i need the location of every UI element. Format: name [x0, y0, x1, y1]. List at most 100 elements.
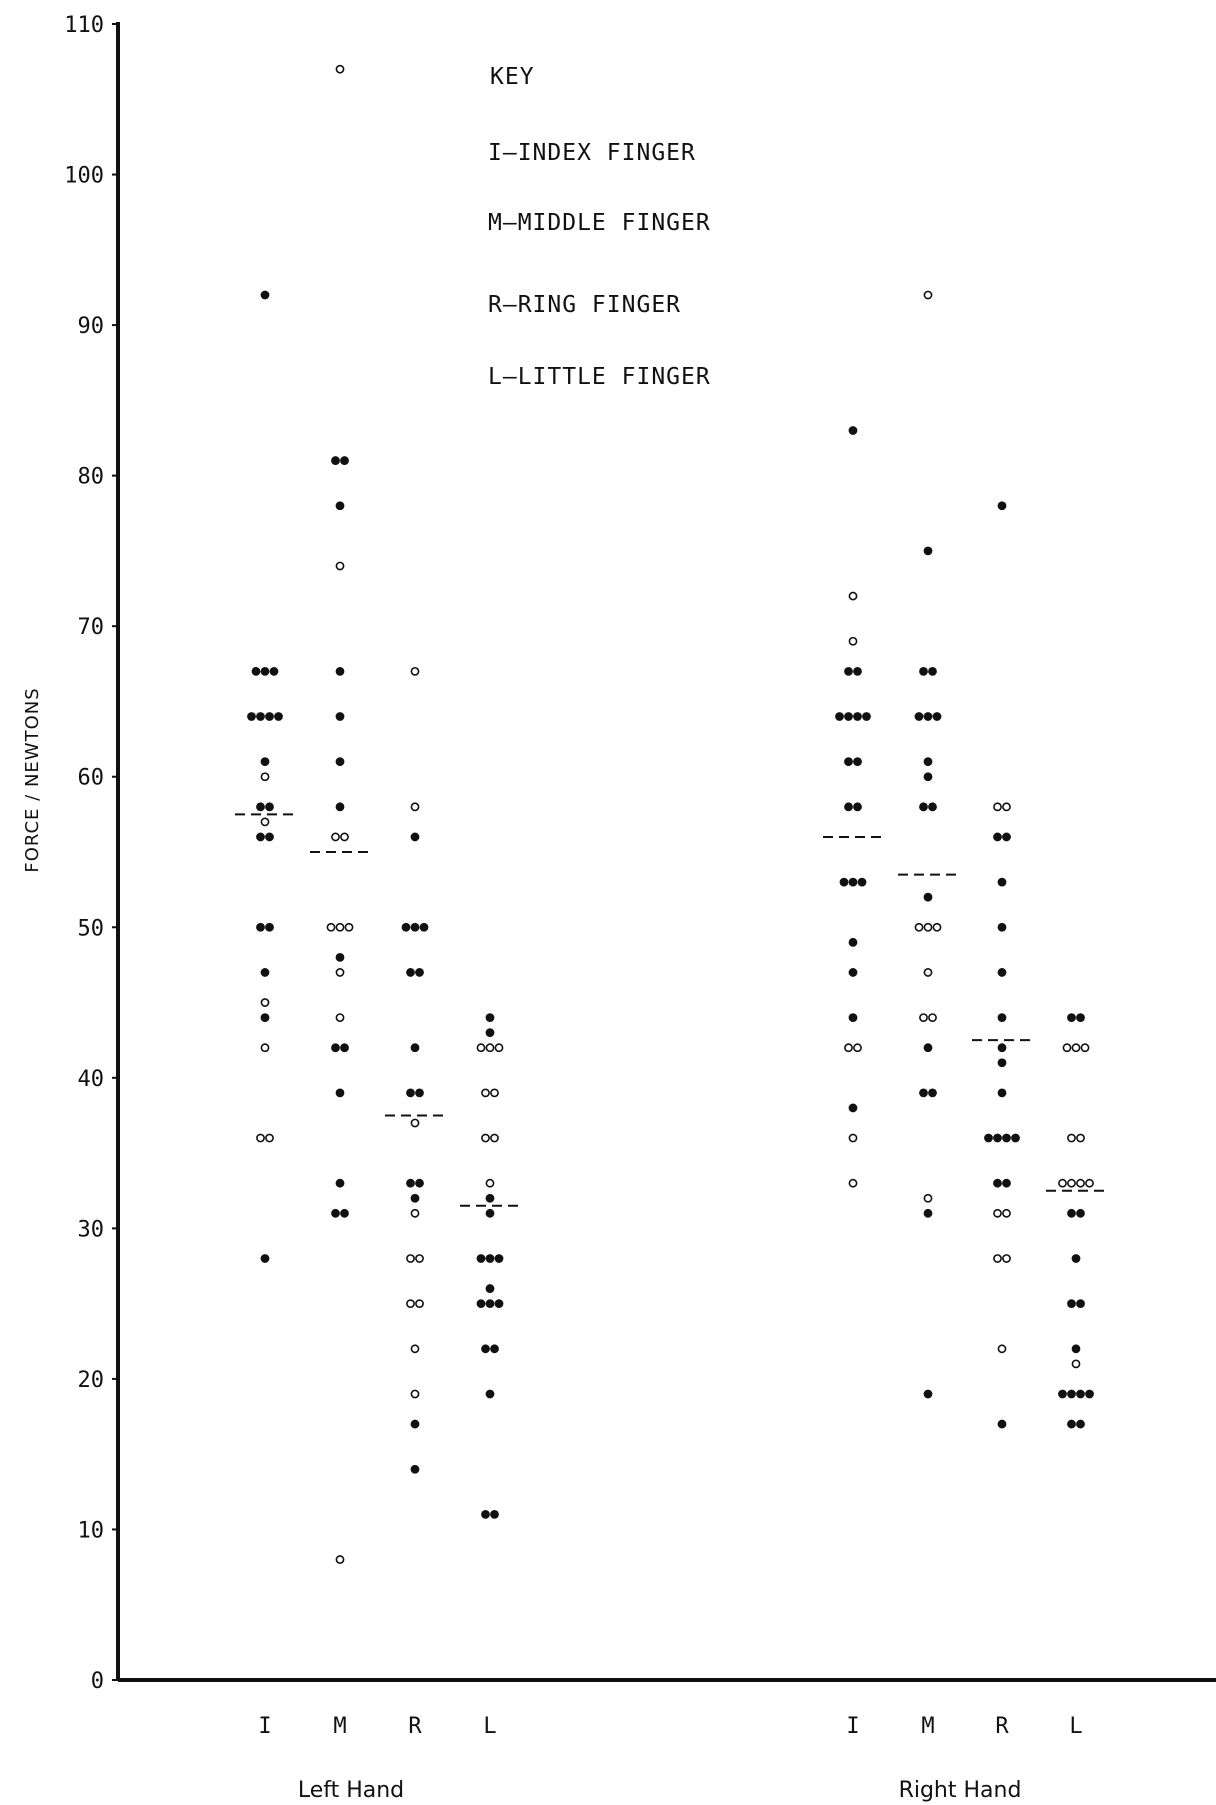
data-point [335, 968, 345, 977]
data-point [481, 1133, 490, 1143]
data-point [1067, 1419, 1076, 1429]
legend-entry-little: L–LITTLE FINGER [488, 364, 711, 390]
data-point [848, 591, 858, 601]
data-point [265, 712, 274, 721]
data-point [256, 712, 265, 721]
data-point [914, 712, 924, 721]
category-label: M [921, 1714, 934, 1739]
data-point [410, 1389, 420, 1399]
data-point [1076, 1208, 1085, 1218]
data-point [490, 1344, 499, 1354]
data-point [848, 1178, 858, 1188]
data-point [265, 832, 274, 842]
data-point [260, 1043, 270, 1053]
data-point [1076, 1419, 1085, 1429]
data-point [335, 802, 345, 812]
data-point [844, 802, 853, 812]
data-point [1071, 1359, 1081, 1369]
data-point [997, 1013, 1007, 1022]
data-point [1067, 1208, 1076, 1218]
data-point [335, 952, 345, 962]
data-point [485, 1193, 495, 1203]
data-point [476, 1043, 486, 1053]
data-point [1085, 1178, 1094, 1188]
data-point [335, 1555, 345, 1564]
data-point [335, 666, 345, 676]
y-tick-label: 110 [64, 13, 104, 38]
data-point [997, 1043, 1007, 1053]
data-point [406, 968, 415, 977]
y-tick-label: 0 [91, 1669, 104, 1694]
data-point [340, 1043, 349, 1053]
data-point [993, 1208, 1002, 1218]
data-point [853, 1043, 862, 1053]
data-point [274, 712, 283, 721]
data-point [485, 1028, 495, 1038]
data-point [335, 501, 345, 511]
data-point [1058, 1178, 1067, 1188]
data-point [997, 1344, 1007, 1354]
data-point [1067, 1133, 1076, 1143]
data-point [1067, 1389, 1076, 1399]
legend-entry-middle: M–MIDDLE FINGER [488, 210, 711, 236]
data-point [406, 1254, 415, 1263]
data-point [993, 802, 1002, 812]
data-point [335, 1013, 345, 1022]
data-point [415, 1254, 424, 1263]
data-point [1076, 1133, 1085, 1143]
data-point [997, 1088, 1007, 1098]
data-point [1011, 1133, 1020, 1143]
data-point [997, 1058, 1007, 1068]
data-point [260, 1254, 270, 1263]
data-point [848, 1133, 858, 1143]
data-point [260, 998, 270, 1007]
data-point [410, 1344, 420, 1354]
data-point [335, 712, 345, 721]
data-point [265, 802, 274, 812]
data-point [848, 877, 858, 887]
y-tick-label: 70 [78, 615, 105, 640]
data-point [265, 922, 274, 932]
data-point [331, 1043, 340, 1053]
data-point [1085, 1389, 1094, 1399]
data-point [997, 968, 1007, 977]
data-point [984, 1133, 993, 1143]
data-point [406, 1299, 415, 1309]
data-point [335, 922, 345, 932]
y-tick-label: 30 [78, 1217, 105, 1242]
data-point [410, 1208, 420, 1218]
data-point [419, 922, 429, 932]
data-point [331, 456, 340, 465]
data-point [1002, 1178, 1011, 1188]
data-point [260, 666, 270, 676]
data-point [265, 1133, 274, 1143]
data-point [490, 1133, 499, 1143]
data-point [1002, 802, 1011, 812]
data-point [919, 1088, 928, 1098]
data-point [415, 968, 424, 977]
category-label: R [408, 1714, 422, 1739]
data-point [260, 290, 270, 300]
data-point [997, 1419, 1007, 1429]
data-point [410, 666, 420, 676]
data-point [928, 666, 937, 676]
group-label: Right Hand [899, 1778, 1022, 1803]
data-point [853, 666, 862, 676]
data-point [848, 937, 858, 947]
data-point [485, 1043, 495, 1053]
data-point [923, 757, 933, 767]
y-tick-label: 40 [78, 1067, 105, 1092]
data-point [997, 922, 1007, 932]
data-point [269, 666, 279, 676]
data-point [923, 1389, 933, 1399]
data-point [1076, 1299, 1085, 1309]
data-point [344, 922, 354, 932]
data-point [835, 712, 844, 721]
data-point [923, 1193, 933, 1203]
data-point [494, 1254, 504, 1263]
data-point [494, 1043, 504, 1053]
data-point [247, 712, 256, 721]
legend-entry-ring: R–RING FINGER [488, 292, 681, 318]
data-point [919, 1013, 928, 1022]
